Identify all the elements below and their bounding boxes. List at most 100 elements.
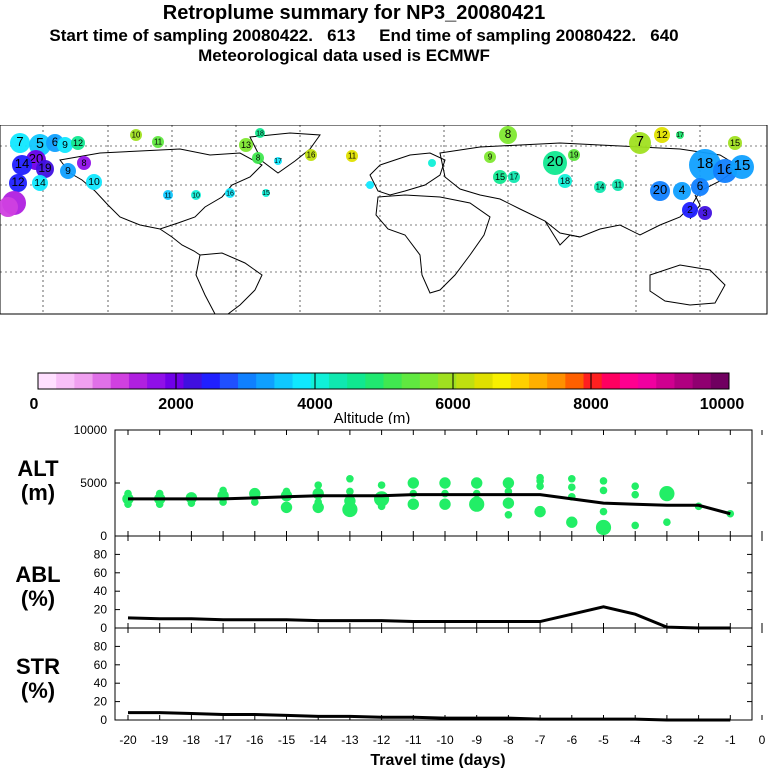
map-plume-marker: 11 xyxy=(152,136,164,148)
colorbar-cell xyxy=(92,373,112,389)
altitude-point xyxy=(342,501,358,518)
altitude-point xyxy=(469,496,485,512)
map-plume-marker: 15 xyxy=(493,170,507,184)
altitude-point xyxy=(439,477,451,489)
colorbar-cell xyxy=(438,373,457,389)
map-marker-label: 12 xyxy=(73,138,83,148)
altitude-point xyxy=(439,498,451,510)
altitude-point xyxy=(124,489,132,498)
map-plume-marker: 8 xyxy=(252,152,264,164)
x-tick-label: -8 xyxy=(503,733,514,747)
colorbar-cell xyxy=(674,373,694,389)
colorbar-cell xyxy=(238,373,257,389)
y-tick-label: 0 xyxy=(100,621,107,635)
altitude-point xyxy=(314,481,323,489)
colorbar-cell xyxy=(401,373,421,389)
x-tick-label: -19 xyxy=(151,733,169,747)
altitude-point xyxy=(314,498,323,506)
colorbar-cell xyxy=(619,373,639,389)
x-tick-label: -18 xyxy=(183,733,201,747)
map-plume-marker: 19 xyxy=(568,149,580,161)
map-plume-marker: 12 xyxy=(654,127,670,143)
x-tick-label: -10 xyxy=(436,733,454,747)
map-frame xyxy=(0,125,768,315)
map-marker-label: 10 xyxy=(88,177,100,188)
altitude-point xyxy=(536,482,544,490)
altitude-point xyxy=(595,519,612,536)
met-data-info: Meteorological data used is ECMWF xyxy=(198,46,490,65)
altitude-point xyxy=(187,499,196,507)
map-plume-marker: 8 xyxy=(499,126,517,144)
colorbar-cell xyxy=(474,373,494,389)
map-marker-label: 7 xyxy=(636,134,644,150)
map-plume-marker: 14 xyxy=(32,175,48,191)
map-plume-marker: 6 xyxy=(691,178,709,196)
y-tick-label: 80 xyxy=(94,547,108,561)
colorbar-cell xyxy=(383,373,403,389)
x-tick-label: -15 xyxy=(278,733,296,747)
abl-series-line xyxy=(127,605,731,630)
map-plume-marker: 20 xyxy=(650,181,670,201)
map-marker-label: 11 xyxy=(164,192,171,199)
map-marker-label: 20 xyxy=(547,153,564,170)
map-plume-marker: 11 xyxy=(612,179,624,191)
altitude-point xyxy=(471,477,483,489)
colorbar-cell xyxy=(219,373,239,389)
map-marker-label: 8 xyxy=(256,154,260,163)
map-plume-marker: 15 xyxy=(728,136,742,150)
y-tick-label: 60 xyxy=(94,658,108,672)
x-tick-label: -11 xyxy=(405,733,422,747)
map-marker-label: 20 xyxy=(653,182,667,197)
altitude-point xyxy=(282,487,291,496)
map-marker-label: 13 xyxy=(241,140,251,150)
panel-frame xyxy=(114,627,753,721)
map-plume-marker: 18 xyxy=(689,149,721,181)
map-marker-label: 17 xyxy=(274,158,282,165)
map-plume-marker: 2 xyxy=(682,202,698,218)
x-axis: -20 -19 -18 -17 -16 -15 -14 -13 -12 -11 -10 -9 -8 -7-… xyxy=(119,733,765,747)
map-marker-label: 17 xyxy=(510,173,519,182)
colorbar-cell xyxy=(165,373,184,389)
map-marker-label: 6 xyxy=(697,180,704,193)
x-tick-label: 0 xyxy=(759,733,766,747)
map-plume-marker: 15 xyxy=(730,155,754,179)
map-marker-label: 6 xyxy=(52,136,59,149)
x-tick-label: -20 xyxy=(119,733,137,747)
map-plume-marker: 12 xyxy=(9,174,27,192)
colorbar-cell xyxy=(456,373,475,389)
altitude-point xyxy=(504,511,513,519)
map-marker-label: 10 xyxy=(132,131,141,140)
map-marker-label: 17 xyxy=(676,132,684,139)
colorbar-tick-0: 0 xyxy=(30,396,39,413)
map-plume-marker xyxy=(428,159,436,167)
altitude-point xyxy=(566,516,578,528)
altitude-colorbar: 0 2000 4000 6000 8000 10000 Altitude (m) xyxy=(30,372,744,424)
x-tick-label: -3 xyxy=(662,733,673,747)
x-tick-label: -14 xyxy=(310,733,328,747)
y-tick-label: 0 xyxy=(100,529,107,543)
map-plume-marker: 17 xyxy=(274,157,282,165)
map-marker-label: 9 xyxy=(62,140,68,151)
altitude-point xyxy=(124,500,132,508)
x-tick-label: -7 xyxy=(535,733,546,747)
map-marker-label: 14 xyxy=(34,178,46,189)
map-plume-marker: 13 xyxy=(239,138,253,152)
map-marker-label: 18 xyxy=(256,130,264,137)
colorbar-cell xyxy=(328,373,348,389)
str-series-line xyxy=(128,711,731,722)
colorbar-cell xyxy=(201,373,221,389)
colorbar-cell xyxy=(692,373,712,389)
y-tick-label: 20 xyxy=(94,603,108,617)
map-plume-marker: 10 xyxy=(130,129,142,141)
panel-ylabel: ABL xyxy=(15,562,60,587)
altitude-point xyxy=(536,477,544,485)
colorbar-cell xyxy=(74,373,94,389)
colorbar-tick-4000: 4000 xyxy=(297,396,333,413)
map-marker-label: 10 xyxy=(192,192,200,199)
map-marker-label: 18 xyxy=(560,176,570,186)
map-plume-marker: 7 xyxy=(629,132,651,154)
map-marker-label: 15 xyxy=(262,190,270,197)
map-plume-marker: 14 xyxy=(594,181,606,193)
